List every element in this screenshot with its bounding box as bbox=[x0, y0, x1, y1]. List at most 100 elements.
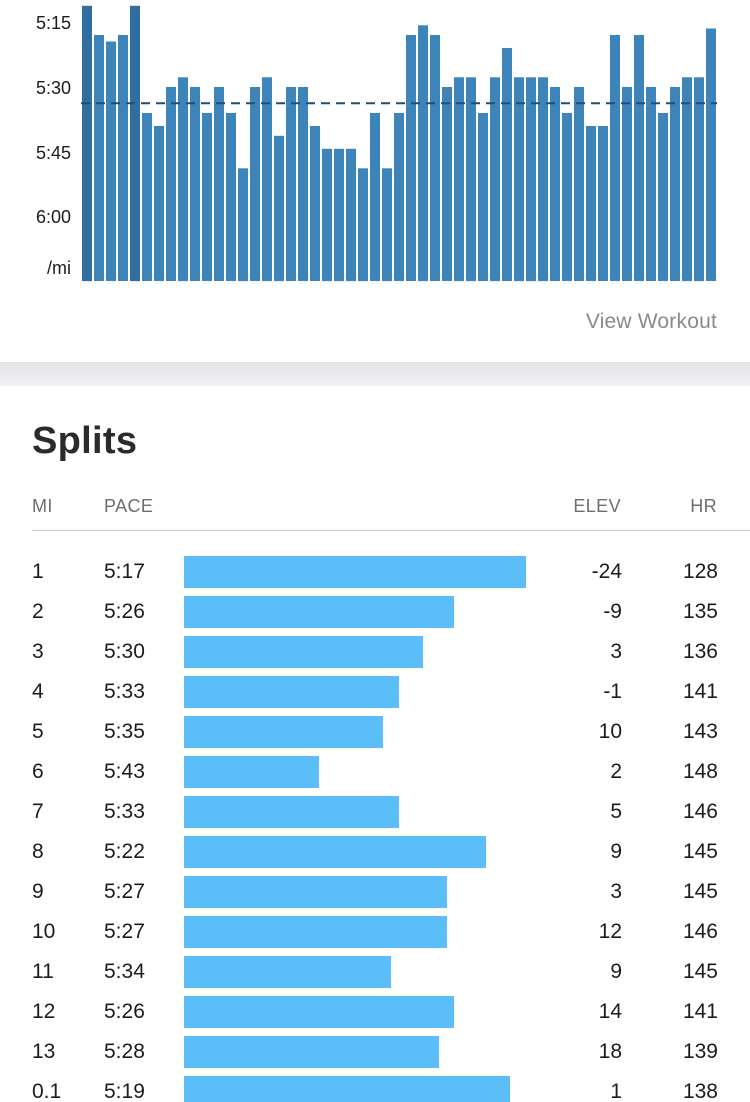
pace-bar bbox=[178, 77, 188, 282]
pace-chart-card: 5:15 5:30 5:45 6:00 /mi View Workout bbox=[0, 0, 750, 362]
split-heart-rate: 139 bbox=[682, 1040, 718, 1063]
split-mile: 8 bbox=[32, 840, 44, 863]
split-elevation: -9 bbox=[603, 600, 622, 623]
pace-bar bbox=[286, 87, 296, 281]
split-pace-bar bbox=[184, 556, 526, 588]
split-heart-rate: 141 bbox=[682, 1000, 718, 1023]
pace-bar bbox=[658, 113, 668, 281]
split-pace-bar bbox=[184, 756, 320, 788]
split-heart-rate: 145 bbox=[682, 960, 718, 983]
splits-section: Splits MI PACE ELEV HR 1 5:17 -24 128 2 5:26-… bbox=[0, 386, 750, 1102]
split-row: 12 5:26 14 141 bbox=[0, 992, 750, 1032]
split-mile: 6 bbox=[32, 760, 44, 783]
split-elevation: 5 bbox=[610, 800, 622, 823]
pace-bar bbox=[538, 77, 548, 282]
split-elevation: -24 bbox=[591, 560, 622, 583]
split-heart-rate: 143 bbox=[682, 720, 718, 743]
split-heart-rate: 138 bbox=[682, 1080, 718, 1102]
split-pace-bar bbox=[184, 916, 447, 948]
pace-bar bbox=[646, 87, 656, 281]
pace-bar bbox=[202, 113, 212, 281]
pace-bar bbox=[118, 35, 128, 281]
split-pace-bar bbox=[184, 1076, 511, 1102]
split-pace: 5:35 bbox=[104, 720, 145, 743]
split-row: 10 5:27 12 146 bbox=[0, 912, 750, 952]
column-header-hr: HR bbox=[690, 496, 717, 516]
split-pace-bar bbox=[184, 956, 391, 988]
split-pace: 5:28 bbox=[104, 1040, 145, 1063]
split-mile: 5 bbox=[32, 720, 44, 743]
pace-bar bbox=[190, 87, 200, 281]
split-elevation: 2 bbox=[610, 760, 622, 783]
split-mile: 11 bbox=[32, 960, 54, 983]
split-mile: 3 bbox=[32, 640, 44, 663]
split-pace: 5:22 bbox=[104, 840, 145, 863]
y-tick-label: 5:30 bbox=[35, 78, 71, 98]
split-pace-bar bbox=[184, 596, 455, 628]
split-pace: 5:26 bbox=[104, 1000, 145, 1023]
pace-bar bbox=[94, 35, 104, 281]
splits-title: Splits bbox=[32, 420, 138, 462]
split-row: 11 5:34 9 145 bbox=[0, 952, 750, 992]
split-pace-bar bbox=[184, 836, 487, 868]
pace-bar bbox=[154, 126, 164, 281]
split-row: 8 5:22 9 145 bbox=[0, 832, 750, 872]
split-elevation: 9 bbox=[610, 840, 622, 863]
split-heart-rate: 135 bbox=[682, 600, 718, 623]
split-pace: 5:26 bbox=[104, 600, 145, 623]
split-elevation: 3 bbox=[610, 880, 622, 903]
split-heart-rate: 146 bbox=[682, 800, 718, 823]
pace-bar bbox=[550, 87, 560, 281]
pace-chart bbox=[81, 5, 717, 282]
split-row: 0.1 5:19 1 138 bbox=[0, 1072, 750, 1102]
pace-bar bbox=[382, 168, 392, 282]
split-heart-rate: 146 bbox=[682, 920, 718, 943]
pace-bar bbox=[526, 77, 536, 282]
split-row: 4 5:33 -1 141 bbox=[0, 672, 750, 712]
split-elevation: -1 bbox=[603, 680, 622, 703]
pace-bar bbox=[514, 77, 524, 282]
split-mile: 1 bbox=[32, 560, 44, 583]
split-heart-rate: 128 bbox=[682, 560, 718, 583]
split-pace: 5:33 bbox=[104, 680, 145, 703]
split-elevation: 3 bbox=[610, 640, 622, 663]
split-pace-bar bbox=[184, 876, 447, 908]
split-heart-rate: 141 bbox=[682, 680, 718, 703]
pace-bar bbox=[442, 87, 452, 281]
pace-bar bbox=[430, 35, 440, 281]
split-pace-bar bbox=[184, 1036, 439, 1068]
split-mile: 7 bbox=[32, 800, 44, 823]
split-pace-bar bbox=[184, 796, 399, 828]
split-mile: 13 bbox=[32, 1040, 56, 1063]
pace-bar bbox=[334, 148, 344, 282]
split-elevation: 9 bbox=[610, 960, 622, 983]
split-pace: 5:43 bbox=[104, 760, 145, 783]
pace-bar bbox=[706, 28, 716, 281]
split-row: 6 5:43 2 148 bbox=[0, 752, 750, 792]
pace-bar bbox=[142, 113, 152, 281]
pace-bar bbox=[298, 87, 308, 281]
split-row: 5 5:35 10 143 bbox=[0, 712, 750, 752]
pace-bar bbox=[274, 135, 284, 282]
view-workout-link[interactable]: View Workout bbox=[585, 310, 717, 333]
pace-bar bbox=[586, 126, 596, 281]
section-divider bbox=[0, 362, 750, 386]
split-row: 1 5:17 -24 128 bbox=[0, 552, 750, 592]
pace-bar bbox=[322, 148, 332, 282]
pace-bar bbox=[490, 77, 500, 282]
pace-bar bbox=[634, 35, 644, 281]
y-tick-label: 5:45 bbox=[35, 143, 71, 163]
pace-bar bbox=[82, 5, 92, 282]
pace-bar bbox=[358, 168, 368, 282]
split-pace: 5:34 bbox=[104, 960, 145, 983]
split-row: 2 5:26 -9 135 bbox=[0, 592, 750, 632]
pace-bar bbox=[598, 126, 608, 281]
pace-bar bbox=[466, 77, 476, 282]
split-mile: 9 bbox=[32, 880, 44, 903]
split-mile: 2 bbox=[32, 600, 44, 623]
split-pace: 5:19 bbox=[104, 1080, 145, 1102]
split-pace: 5:33 bbox=[104, 800, 145, 823]
y-axis-unit: /mi bbox=[47, 258, 71, 278]
pace-bar bbox=[262, 77, 272, 282]
split-pace-bar bbox=[184, 676, 399, 708]
